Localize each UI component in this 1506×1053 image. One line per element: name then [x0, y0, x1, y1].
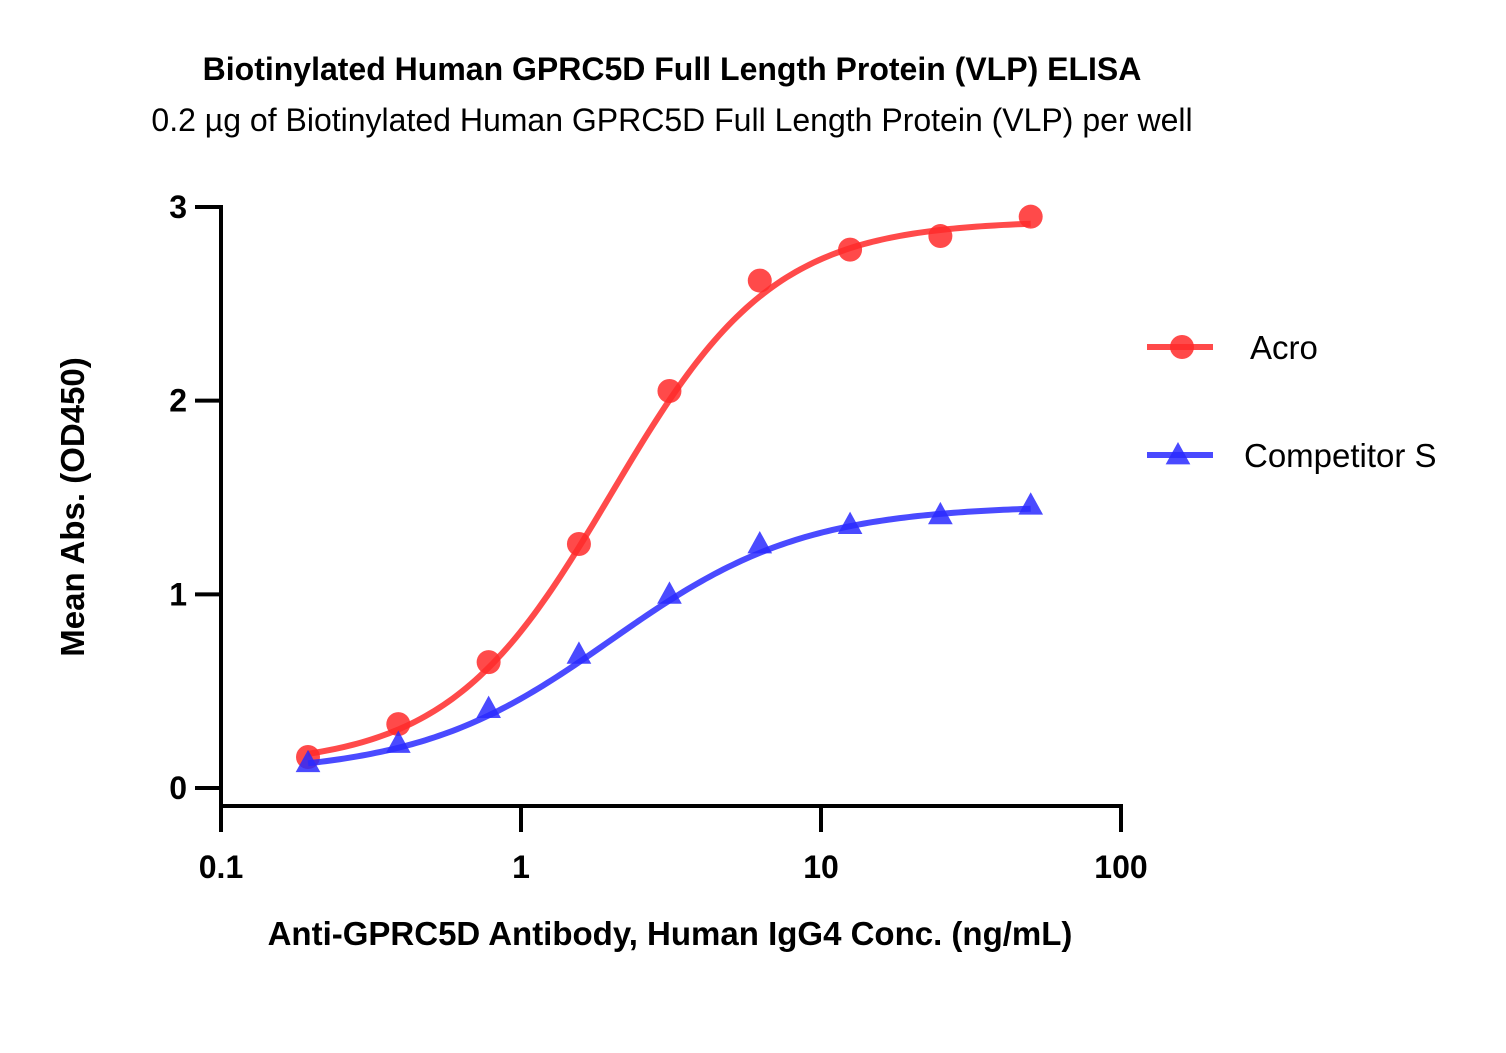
- x-tick-label: 1: [512, 849, 530, 885]
- series-acro: [296, 204, 1043, 770]
- chart-subtitle: 0.2 µg of Biotinylated Human GPRC5D Full…: [151, 102, 1192, 138]
- data-point: [838, 237, 863, 262]
- legend: Acro Competitor S: [1147, 329, 1437, 474]
- legend-item: Acro: [1147, 329, 1318, 366]
- data-point: [566, 531, 591, 556]
- y-tick-label: 1: [169, 576, 187, 612]
- legend-marker: [1170, 335, 1194, 359]
- legend-marker: [1165, 442, 1191, 465]
- data-point: [928, 501, 953, 525]
- series-line: [307, 220, 1031, 757]
- series-competitor-s: [295, 492, 1044, 773]
- data-point: [747, 530, 773, 554]
- series-layer: [295, 204, 1044, 773]
- data-point: [657, 378, 682, 403]
- x-tick-label: 100: [1094, 849, 1147, 885]
- data-point: [928, 224, 953, 249]
- y-ticks: 0 1 2 3: [169, 189, 221, 806]
- x-axis-label: Anti-GPRC5D Antibody, Human IgG4 Conc. (…: [268, 915, 1073, 952]
- axes: [219, 205, 1123, 808]
- y-tick-label: 3: [169, 189, 187, 225]
- chart-title: Biotinylated Human GPRC5D Full Length Pr…: [203, 51, 1142, 87]
- data-point: [295, 749, 321, 773]
- data-point: [386, 712, 411, 737]
- data-point: [657, 581, 682, 604]
- data-point: [566, 641, 592, 664]
- data-point: [1018, 492, 1044, 515]
- x-tick-label: 10: [803, 849, 839, 885]
- legend-item: Competitor S: [1147, 437, 1437, 474]
- series-line: [307, 505, 1031, 767]
- data-point: [1018, 204, 1043, 229]
- x-tick-label: 0.1: [199, 849, 243, 885]
- data-point: [476, 695, 501, 718]
- y-tick-label: 2: [169, 383, 187, 419]
- y-tick-label: 0: [169, 770, 187, 806]
- data-point: [747, 268, 772, 293]
- x-ticks: 0.1 1 10 100: [199, 806, 1148, 885]
- legend-label: Acro: [1250, 329, 1318, 366]
- data-point: [385, 730, 411, 753]
- y-axis-label: Mean Abs. (OD450): [54, 357, 91, 657]
- legend-label: Competitor S: [1244, 437, 1437, 474]
- data-point: [837, 511, 863, 534]
- data-point: [476, 650, 501, 675]
